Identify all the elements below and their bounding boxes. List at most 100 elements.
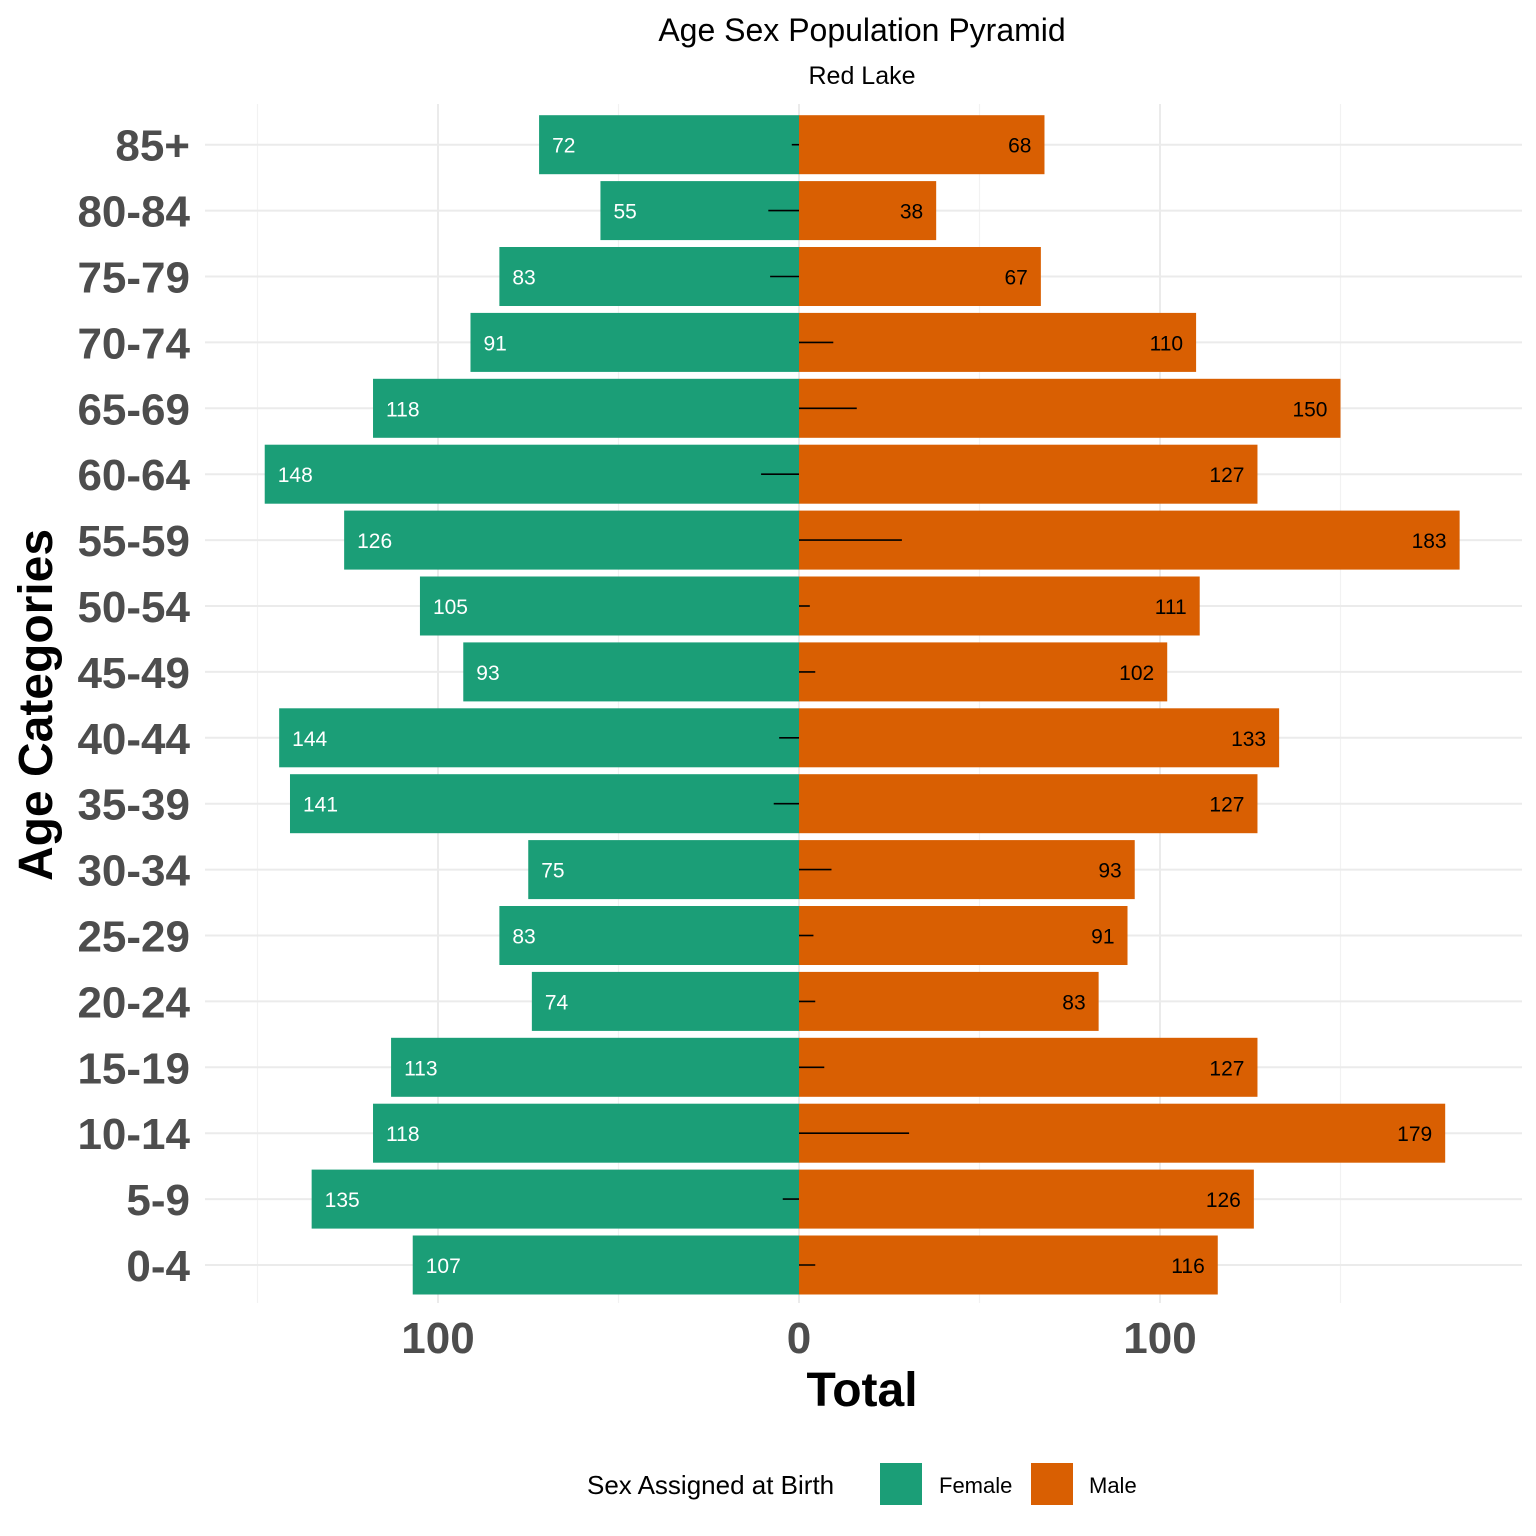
value-label-male: 127: [1209, 464, 1244, 487]
legend-swatch-female: [880, 1463, 922, 1505]
value-label-male: 38: [900, 201, 923, 224]
bar-female-45-49: [463, 642, 799, 702]
y-tick-label: 35-39: [77, 781, 190, 830]
value-label-female: 91: [483, 332, 506, 355]
value-label-female: 107: [426, 1255, 461, 1278]
y-tick-label: 85+: [115, 122, 190, 171]
bar-value-labels: 107 116 135 126 118 179 113 127 74 83 83 91 75 93 141 1…: [278, 135, 1447, 1278]
y-tick-label: 30-34: [77, 847, 190, 896]
bar-female-35-39: [289, 774, 799, 834]
value-label-male: 111: [1155, 596, 1187, 619]
bar-male-50-54: [799, 576, 1200, 636]
bar-female-65-69: [373, 378, 799, 438]
y-axis-title: Age Categories: [10, 529, 63, 881]
bar-female-0-4: [412, 1235, 799, 1295]
value-label-male: 126: [1206, 1189, 1241, 1212]
bar-male-85+: [799, 115, 1045, 175]
bar-male-80-84: [799, 181, 937, 241]
y-tick-label: 65-69: [77, 385, 190, 434]
y-tick-label: 5-9: [126, 1176, 190, 1225]
value-label-male: 83: [1062, 991, 1085, 1014]
x-axis-title: Total: [806, 1364, 917, 1417]
bar-female-70-74: [470, 312, 799, 372]
bar-male-75-79: [799, 247, 1041, 306]
y-tick-label: 60-64: [77, 451, 190, 500]
value-label-female: 74: [545, 991, 569, 1014]
value-label-male: 93: [1098, 860, 1121, 883]
value-label-male: 102: [1119, 662, 1154, 685]
value-label-male: 91: [1091, 926, 1114, 949]
x-tick-label: 100: [1123, 1314, 1196, 1363]
y-tick-label: 80-84: [77, 188, 190, 237]
y-tick-label: 40-44: [77, 715, 190, 764]
chart-title: Age Sex Population Pyramid: [658, 12, 1065, 48]
value-label-male: 179: [1397, 1123, 1432, 1146]
value-label-female: 83: [512, 267, 535, 290]
y-tick-label: 45-49: [77, 649, 190, 698]
bar-female-60-64: [264, 444, 800, 504]
x-tick-label: 100: [401, 1314, 474, 1363]
bar-female-30-34: [528, 840, 799, 900]
value-label-female: 118: [386, 398, 419, 421]
bar-male-20-24: [799, 971, 1099, 1031]
value-label-female: 72: [552, 135, 575, 158]
y-axis-ticks: 0-4 5-9 10-14 15-19 20-24 25-29 30-34 35-39 40-4…: [77, 122, 190, 1291]
y-tick-label: 0-4: [126, 1242, 190, 1291]
value-label-male: 116: [1171, 1255, 1204, 1278]
value-label-male: 68: [1008, 135, 1031, 158]
value-label-male: 110: [1150, 332, 1183, 355]
value-label-female: 55: [613, 201, 636, 224]
legend-label-male: Male: [1089, 1473, 1137, 1498]
bar-female-15-19: [391, 1037, 799, 1097]
bar-male-30-34: [799, 840, 1135, 900]
bar-male-0-4: [799, 1235, 1218, 1295]
value-label-female: 83: [512, 926, 535, 949]
value-label-female: 148: [278, 464, 313, 487]
bar-male-55-59: [799, 510, 1460, 570]
bar-male-60-64: [799, 444, 1258, 504]
bar-female-10-14: [373, 1103, 799, 1163]
value-label-male: 127: [1209, 1057, 1244, 1080]
bar-female-40-44: [279, 708, 799, 768]
value-label-female: 105: [433, 596, 468, 619]
bar-male-5-9: [799, 1169, 1254, 1229]
y-tick-label: 15-19: [77, 1044, 190, 1093]
bar-female-80-84: [600, 181, 799, 241]
bar-male-40-44: [799, 708, 1280, 768]
bar-female-5-9: [311, 1169, 799, 1229]
bar-female-85+: [539, 115, 799, 175]
bar-female-50-54: [419, 576, 799, 636]
value-label-female: 113: [404, 1057, 437, 1080]
legend-swatch-male: [1031, 1463, 1073, 1505]
value-label-female: 144: [292, 728, 327, 751]
y-tick-label: 25-29: [77, 913, 190, 962]
bar-female-55-59: [344, 510, 799, 570]
y-tick-label: 70-74: [77, 319, 190, 368]
bar-male-25-29: [799, 906, 1128, 965]
chart-subtitle: Red Lake: [808, 62, 915, 90]
legend-label-female: Female: [939, 1473, 1012, 1498]
legend-title: Sex Assigned at Birth: [587, 1470, 834, 1500]
bars: [264, 115, 1460, 1295]
value-label-female: 141: [303, 794, 338, 817]
value-label-female: 118: [386, 1123, 419, 1146]
bar-male-65-69: [799, 378, 1341, 438]
bar-female-25-29: [499, 906, 799, 965]
bar-male-35-39: [799, 774, 1258, 834]
legend: Sex Assigned at Birth Female Male: [587, 1463, 1137, 1505]
x-tick-label: 0: [787, 1314, 811, 1363]
value-label-male: 133: [1231, 728, 1266, 751]
difference-lines: [761, 143, 910, 1266]
bar-male-70-74: [799, 312, 1197, 372]
value-label-male: 150: [1292, 398, 1327, 421]
y-tick-label: 20-24: [77, 978, 190, 1027]
value-label-male: 183: [1412, 530, 1447, 553]
value-label-male: 127: [1209, 794, 1244, 817]
x-axis-ticks: 100 0 100: [401, 1314, 1196, 1363]
value-label-female: 126: [357, 530, 392, 553]
bar-female-75-79: [499, 247, 799, 306]
value-label-male: 67: [1005, 267, 1028, 290]
bar-male-45-49: [799, 642, 1168, 702]
bar-male-15-19: [799, 1037, 1258, 1097]
